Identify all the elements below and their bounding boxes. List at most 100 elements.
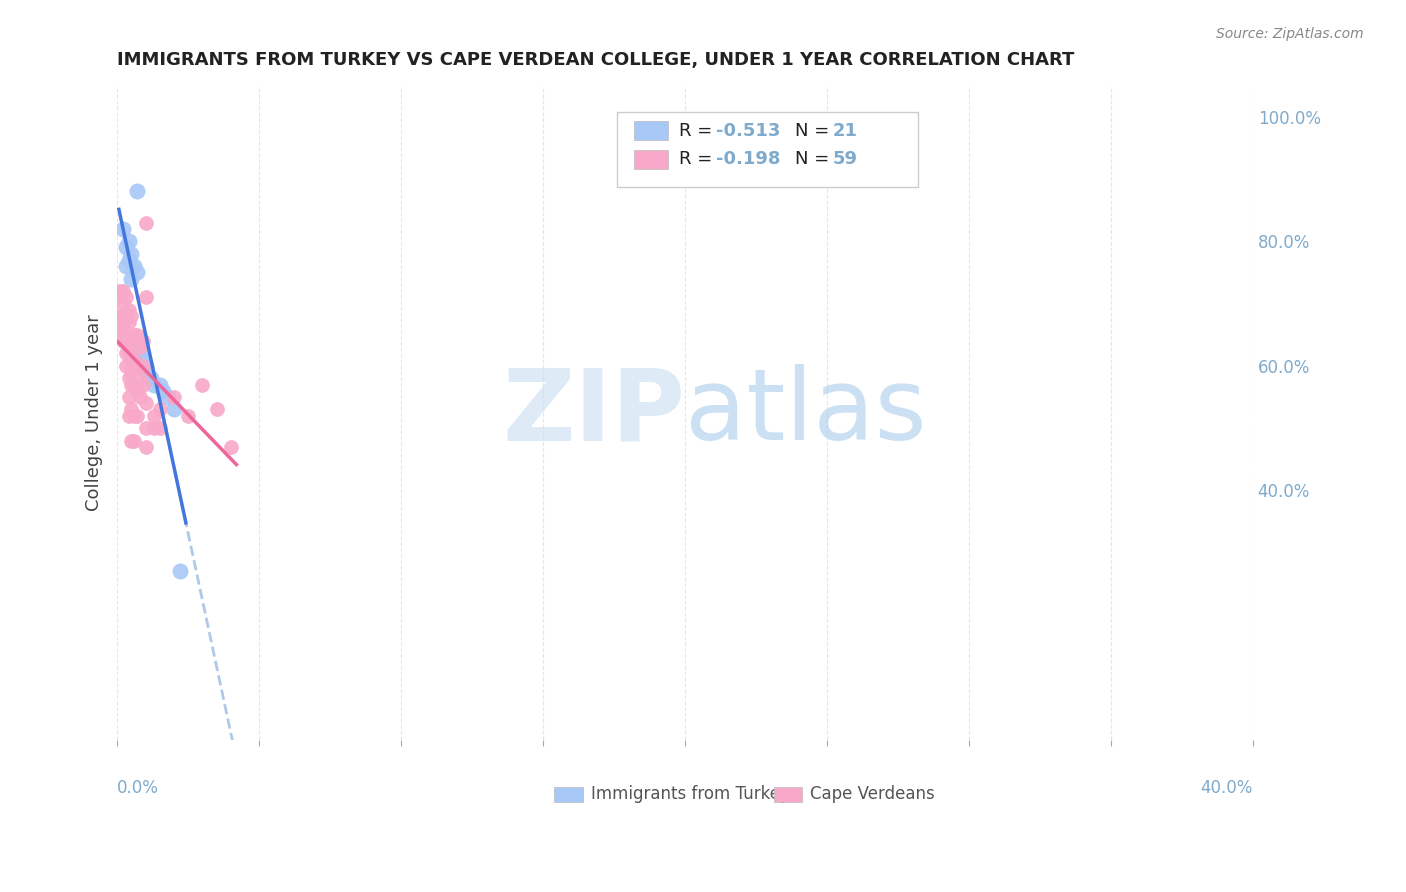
Point xyxy=(120,271,142,285)
Text: R =: R = xyxy=(679,121,718,140)
Text: -0.513: -0.513 xyxy=(716,121,780,140)
Text: atlas: atlas xyxy=(685,364,927,461)
Point xyxy=(122,327,145,342)
Point xyxy=(157,390,180,404)
Point xyxy=(132,359,155,373)
Point xyxy=(122,377,145,392)
Text: 0.0%: 0.0% xyxy=(117,779,159,797)
Text: -0.198: -0.198 xyxy=(716,151,780,169)
Point xyxy=(135,396,157,410)
Point xyxy=(114,240,136,254)
Point xyxy=(135,359,157,373)
Bar xyxy=(634,121,668,140)
Point xyxy=(152,384,174,398)
Point xyxy=(122,409,145,423)
Text: N =: N = xyxy=(796,121,835,140)
Text: 59: 59 xyxy=(832,151,858,169)
Point xyxy=(143,377,166,392)
Point xyxy=(114,309,136,323)
Point xyxy=(111,321,134,335)
Point xyxy=(163,390,186,404)
Point xyxy=(129,346,152,360)
Point xyxy=(125,384,148,398)
Point xyxy=(125,265,148,279)
Point xyxy=(122,434,145,448)
Point xyxy=(114,327,136,342)
Point xyxy=(120,365,142,379)
Point xyxy=(135,216,157,230)
Point xyxy=(149,421,172,435)
Point xyxy=(111,284,134,298)
Point xyxy=(129,390,152,404)
Point xyxy=(108,290,131,304)
Point xyxy=(120,334,142,348)
Point xyxy=(191,377,214,392)
Text: IMMIGRANTS FROM TURKEY VS CAPE VERDEAN COLLEGE, UNDER 1 YEAR CORRELATION CHART: IMMIGRANTS FROM TURKEY VS CAPE VERDEAN C… xyxy=(117,51,1074,69)
Point xyxy=(135,290,157,304)
Text: R =: R = xyxy=(679,151,718,169)
Point xyxy=(122,352,145,367)
Bar xyxy=(634,150,668,169)
Point xyxy=(132,352,155,367)
Point xyxy=(120,402,142,417)
Point xyxy=(117,234,139,248)
Point xyxy=(143,409,166,423)
Point xyxy=(143,421,166,435)
Point xyxy=(117,302,139,317)
Y-axis label: College, Under 1 year: College, Under 1 year xyxy=(86,314,103,511)
Point xyxy=(141,371,163,385)
Point xyxy=(117,390,139,404)
Point xyxy=(114,359,136,373)
Point xyxy=(108,284,131,298)
Point xyxy=(120,309,142,323)
Point xyxy=(129,371,152,385)
Text: 21: 21 xyxy=(832,121,858,140)
Point xyxy=(169,565,191,579)
Point xyxy=(125,327,148,342)
Point xyxy=(111,221,134,235)
Point xyxy=(219,440,242,454)
Point xyxy=(125,409,148,423)
Point xyxy=(125,185,148,199)
Point xyxy=(149,377,172,392)
Point xyxy=(117,252,139,267)
Point xyxy=(117,371,139,385)
Point xyxy=(108,309,131,323)
Point xyxy=(117,346,139,360)
Point xyxy=(132,334,155,348)
Point xyxy=(117,315,139,329)
Point xyxy=(205,402,228,417)
Bar xyxy=(773,788,801,802)
Text: ZIP: ZIP xyxy=(502,364,685,461)
Point xyxy=(120,434,142,448)
Point xyxy=(135,421,157,435)
FancyBboxPatch shape xyxy=(617,112,918,187)
Text: N =: N = xyxy=(796,151,835,169)
Bar xyxy=(554,788,583,802)
Text: 40.0%: 40.0% xyxy=(1201,779,1253,797)
Point xyxy=(114,346,136,360)
Point xyxy=(122,259,145,273)
Point xyxy=(111,309,134,323)
Point xyxy=(120,246,142,260)
Text: Immigrants from Turkey: Immigrants from Turkey xyxy=(591,785,790,803)
Point xyxy=(135,440,157,454)
Point xyxy=(111,327,134,342)
Point xyxy=(163,402,186,417)
Point xyxy=(114,290,136,304)
Point xyxy=(120,377,142,392)
Point xyxy=(111,296,134,310)
Point xyxy=(114,334,136,348)
Point xyxy=(125,359,148,373)
Point xyxy=(120,352,142,367)
Point xyxy=(111,334,134,348)
Point xyxy=(132,377,155,392)
Point xyxy=(177,409,200,423)
Text: Source: ZipAtlas.com: Source: ZipAtlas.com xyxy=(1216,27,1364,41)
Point xyxy=(117,409,139,423)
Point xyxy=(135,365,157,379)
Text: Cape Verdeans: Cape Verdeans xyxy=(810,785,935,803)
Point xyxy=(149,402,172,417)
Point xyxy=(108,321,131,335)
Point xyxy=(129,340,152,354)
